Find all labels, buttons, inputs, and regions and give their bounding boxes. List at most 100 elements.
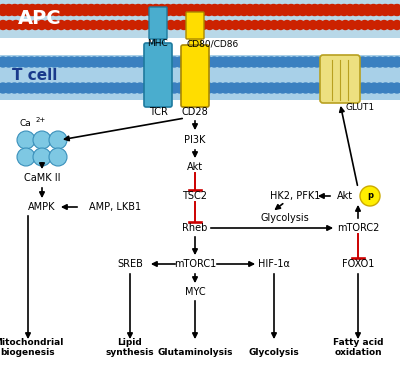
- Circle shape: [272, 57, 282, 67]
- Text: HK2, PFK1: HK2, PFK1: [270, 191, 320, 201]
- Circle shape: [309, 4, 320, 16]
- Circle shape: [350, 4, 361, 16]
- Text: Lipid
synthesis: Lipid synthesis: [106, 337, 154, 357]
- Circle shape: [49, 131, 67, 149]
- Circle shape: [57, 20, 66, 30]
- Bar: [152, 35, 164, 55]
- Circle shape: [78, 57, 88, 67]
- Circle shape: [270, 20, 279, 30]
- Text: TCR: TCR: [148, 107, 168, 117]
- Text: AMP, LKB1: AMP, LKB1: [89, 202, 141, 212]
- Circle shape: [312, 57, 322, 67]
- Circle shape: [306, 57, 316, 67]
- Circle shape: [101, 83, 111, 93]
- Circle shape: [192, 20, 201, 30]
- Circle shape: [256, 4, 267, 16]
- Circle shape: [209, 83, 219, 93]
- Circle shape: [333, 4, 344, 16]
- FancyBboxPatch shape: [186, 12, 204, 39]
- Circle shape: [38, 83, 48, 93]
- Circle shape: [152, 57, 162, 67]
- Text: APC: APC: [18, 9, 62, 27]
- Text: Fatty acid
oxidation: Fatty acid oxidation: [333, 337, 383, 357]
- Circle shape: [4, 57, 14, 67]
- Text: 2+: 2+: [36, 117, 46, 123]
- Circle shape: [209, 4, 220, 16]
- Circle shape: [18, 20, 27, 30]
- Circle shape: [49, 148, 67, 166]
- Circle shape: [221, 83, 231, 93]
- Circle shape: [249, 57, 259, 67]
- Circle shape: [92, 4, 102, 16]
- Circle shape: [303, 4, 314, 16]
- Circle shape: [266, 83, 276, 93]
- Circle shape: [56, 4, 67, 16]
- Circle shape: [295, 57, 305, 67]
- Circle shape: [244, 4, 256, 16]
- Circle shape: [103, 4, 114, 16]
- Circle shape: [289, 57, 299, 67]
- Circle shape: [102, 20, 111, 30]
- Circle shape: [221, 4, 232, 16]
- Circle shape: [224, 20, 234, 30]
- Circle shape: [112, 57, 122, 67]
- Circle shape: [141, 83, 151, 93]
- Circle shape: [261, 57, 271, 67]
- Circle shape: [352, 83, 362, 93]
- Circle shape: [106, 83, 116, 93]
- Circle shape: [226, 57, 236, 67]
- Circle shape: [263, 20, 272, 30]
- Circle shape: [175, 83, 185, 93]
- Circle shape: [192, 4, 202, 16]
- Circle shape: [278, 57, 288, 67]
- Circle shape: [255, 83, 265, 93]
- Text: Ca: Ca: [20, 120, 32, 128]
- Circle shape: [169, 57, 179, 67]
- Circle shape: [341, 57, 351, 67]
- Circle shape: [15, 83, 25, 93]
- Circle shape: [72, 83, 82, 93]
- Circle shape: [135, 57, 145, 67]
- Circle shape: [392, 20, 400, 30]
- Text: Glycolysis: Glycolysis: [249, 348, 299, 357]
- Circle shape: [354, 20, 363, 30]
- Circle shape: [352, 57, 362, 67]
- Circle shape: [158, 83, 168, 93]
- Circle shape: [12, 20, 20, 30]
- Circle shape: [50, 4, 62, 16]
- Circle shape: [186, 57, 196, 67]
- Circle shape: [198, 4, 208, 16]
- Circle shape: [341, 83, 351, 93]
- Circle shape: [301, 57, 311, 67]
- Circle shape: [284, 83, 294, 93]
- Circle shape: [268, 4, 279, 16]
- Circle shape: [154, 20, 162, 30]
- FancyBboxPatch shape: [181, 45, 209, 107]
- Circle shape: [232, 57, 242, 67]
- Circle shape: [289, 20, 298, 30]
- Circle shape: [358, 57, 368, 67]
- Circle shape: [249, 83, 259, 93]
- Circle shape: [318, 83, 328, 93]
- Circle shape: [244, 83, 254, 93]
- Circle shape: [109, 4, 120, 16]
- Circle shape: [192, 57, 202, 67]
- Circle shape: [362, 4, 373, 16]
- Circle shape: [175, 57, 185, 67]
- Circle shape: [244, 20, 253, 30]
- Circle shape: [70, 20, 78, 30]
- Circle shape: [233, 4, 244, 16]
- Circle shape: [218, 20, 227, 30]
- Circle shape: [364, 83, 374, 93]
- Circle shape: [39, 4, 50, 16]
- Circle shape: [44, 83, 54, 93]
- Circle shape: [227, 4, 238, 16]
- Circle shape: [62, 4, 73, 16]
- Circle shape: [44, 20, 53, 30]
- Circle shape: [26, 83, 36, 93]
- Text: Glutaminolysis: Glutaminolysis: [157, 348, 233, 357]
- Circle shape: [278, 83, 288, 93]
- Circle shape: [360, 20, 369, 30]
- Circle shape: [158, 57, 168, 67]
- Text: PI3K: PI3K: [184, 135, 206, 145]
